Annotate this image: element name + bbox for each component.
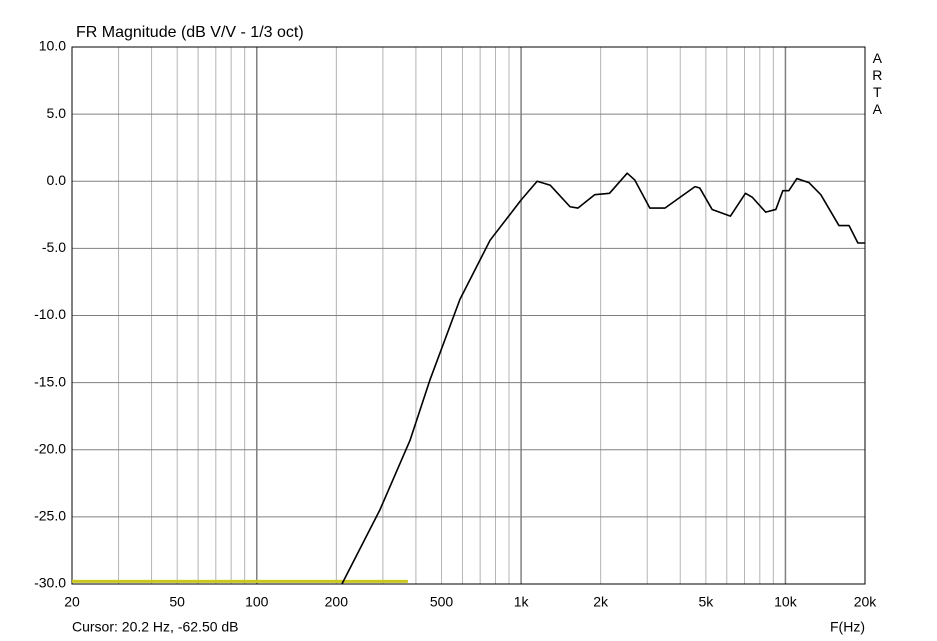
plot-frame <box>71 46 866 585</box>
cursor-readout: Cursor: 20.2 Hz, -62.50 dB <box>72 619 239 635</box>
x-tick-label: 200 <box>325 594 349 610</box>
y-tick-label: 10.0 <box>39 38 66 54</box>
chart-title: FR Magnitude (dB V/V - 1/3 oct) <box>76 24 304 41</box>
y-tick-label: 0.0 <box>47 172 67 188</box>
x-tick-label: 10k <box>774 594 798 610</box>
x-tick-label: 20 <box>64 594 80 610</box>
x-tick-label: 1k <box>514 594 530 610</box>
y-tick-label: -10.0 <box>34 306 66 322</box>
watermark: ARTA <box>869 50 885 118</box>
x-tick-label: 2k <box>593 594 609 610</box>
y-tick-label: -5.0 <box>42 239 66 255</box>
x-tick-label: 5k <box>698 594 714 610</box>
x-tick-label: 50 <box>169 594 185 610</box>
data-line <box>341 172 865 585</box>
y-tick-label: 5.0 <box>47 105 67 121</box>
x-tick-label: 500 <box>430 594 454 610</box>
x-tick-label: 100 <box>245 594 269 610</box>
y-tick-label: -30.0 <box>34 575 66 591</box>
x-axis-label: F(Hz) <box>830 619 865 635</box>
y-tick-label: -20.0 <box>34 440 66 456</box>
y-tick-label: -25.0 <box>34 508 66 524</box>
x-tick-label: 20k <box>854 594 878 610</box>
y-tick-label: -15.0 <box>34 373 66 389</box>
